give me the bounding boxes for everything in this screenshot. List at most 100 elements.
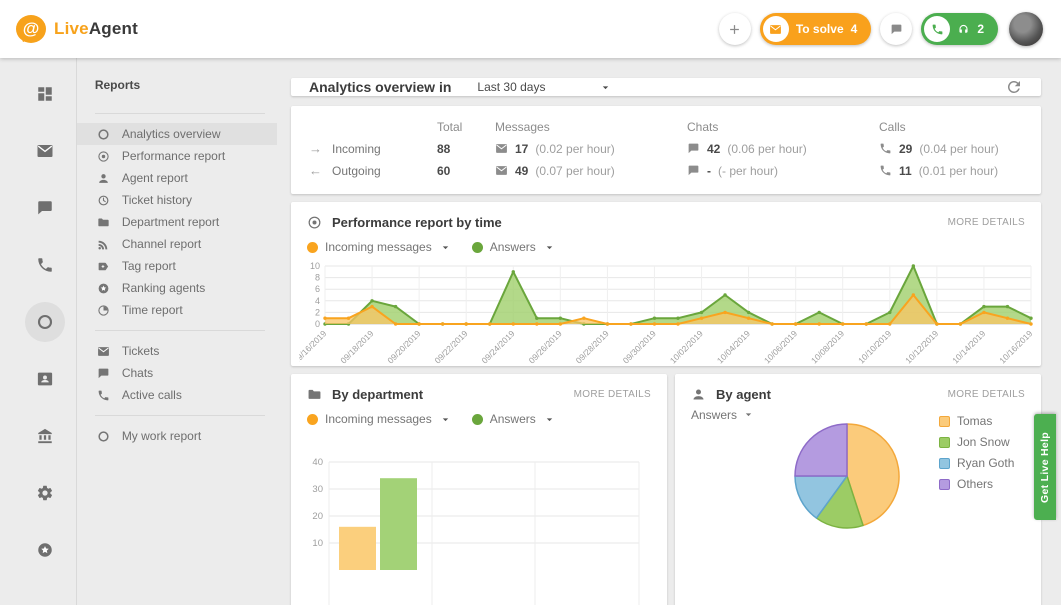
legend-dot bbox=[307, 413, 318, 425]
menu-item-analytics-overview[interactable]: Analytics overview bbox=[76, 123, 277, 145]
sidebar-item-chats[interactable] bbox=[25, 188, 65, 228]
sidebar-item-dashboard[interactable] bbox=[25, 74, 65, 114]
reports-menu: Reports Analytics overview Performance re… bbox=[76, 58, 277, 605]
menu-item-agent-report[interactable]: Agent report bbox=[77, 167, 277, 189]
legend-incoming-messages[interactable]: Incoming messages bbox=[307, 240, 452, 254]
menu-item-ticket-history[interactable]: Ticket history bbox=[77, 189, 277, 211]
stat-rate: (0.01 per hour) bbox=[918, 163, 999, 178]
refresh-icon bbox=[1005, 78, 1023, 96]
column-header: Total bbox=[437, 120, 463, 134]
sidebar-item-settings[interactable] bbox=[25, 473, 65, 513]
legend-dot bbox=[471, 413, 483, 425]
phone-icon bbox=[924, 16, 951, 42]
stat-direction: Outgoing bbox=[332, 163, 381, 178]
svg-text:10: 10 bbox=[310, 261, 320, 271]
department-bar-chart: 40 30 20 10 bbox=[291, 454, 667, 605]
calls-button[interactable]: 2 bbox=[921, 13, 998, 45]
stat-row-label: → Incoming bbox=[309, 141, 437, 156]
ring-icon bbox=[97, 128, 110, 141]
menu-item-label: Chats bbox=[121, 366, 154, 380]
pie-slice-ryan-goth[interactable] bbox=[794, 475, 848, 519]
pie-slice-tomas[interactable] bbox=[846, 423, 900, 527]
stat-rate: (0.02 per hour) bbox=[535, 141, 615, 156]
page-title: Analytics overview in bbox=[309, 79, 452, 95]
svg-text:10/10/2019: 10/10/2019 bbox=[856, 328, 893, 364]
target-icon bbox=[97, 150, 110, 163]
chat-icon bbox=[687, 164, 700, 177]
agent-icon bbox=[691, 387, 706, 402]
refresh-button[interactable] bbox=[1005, 78, 1023, 96]
get-live-help-button[interactable]: Get Live Help bbox=[1034, 414, 1056, 520]
menu-item-tickets[interactable]: Tickets bbox=[77, 340, 277, 362]
svg-text:10/12/2019: 10/12/2019 bbox=[903, 328, 940, 364]
legend-swatch bbox=[939, 457, 950, 469]
arrow-icon: → bbox=[309, 141, 322, 156]
svg-text:09/30/2019: 09/30/2019 bbox=[621, 328, 658, 364]
menu-item-chats[interactable]: Chats bbox=[77, 362, 277, 384]
stat-direction: Incoming bbox=[332, 141, 381, 156]
menu-item-my-work-report[interactable]: My work report bbox=[77, 425, 277, 447]
stat-value: - bbox=[707, 163, 711, 178]
stat-rate: (- per hour) bbox=[718, 163, 779, 178]
more-details-link[interactable]: MORE DETAILS bbox=[573, 389, 651, 400]
add-button[interactable] bbox=[718, 13, 751, 45]
headset-icon bbox=[957, 23, 970, 36]
history-icon bbox=[97, 194, 110, 207]
overview-header-card: Analytics overview in Last 30 days bbox=[291, 78, 1041, 96]
envelope-icon bbox=[495, 142, 508, 155]
more-details-link[interactable]: MORE DETAILS bbox=[947, 217, 1025, 228]
brand-logo[interactable]: @ LiveAgent bbox=[16, 15, 138, 43]
by-agent-card: By agent MORE DETAILS Answers Tomas Jon S… bbox=[675, 374, 1041, 605]
agent-metric-select[interactable]: Answers bbox=[691, 408, 755, 536]
stat-value: 17 bbox=[515, 141, 529, 156]
menu-item-ranking-agents[interactable]: Ranking agents bbox=[77, 277, 277, 299]
chats-button[interactable] bbox=[880, 13, 913, 45]
caret-icon bbox=[439, 241, 452, 254]
sidebar-item-tickets[interactable] bbox=[25, 131, 65, 171]
to-solve-button[interactable]: To solve 4 bbox=[759, 13, 872, 45]
stat-cell: 29 (0.04 per hour) bbox=[879, 142, 1023, 156]
by-department-card: By department MORE DETAILS Incoming mess… bbox=[291, 374, 667, 605]
pie-slice-jon-snow[interactable] bbox=[815, 475, 864, 529]
performance-card: Performance report by time MORE DETAILS … bbox=[291, 202, 1041, 366]
legend-answers[interactable]: Answers bbox=[471, 412, 556, 426]
column-header: Chats bbox=[687, 120, 719, 134]
svg-text:4: 4 bbox=[315, 296, 320, 306]
phone-icon bbox=[36, 256, 54, 274]
menu-item-label: Active calls bbox=[121, 388, 182, 402]
dashboard-icon bbox=[36, 85, 54, 103]
ring-icon bbox=[97, 430, 110, 443]
sidebar-item-reports[interactable] bbox=[24, 302, 65, 342]
sidebar-item-contacts[interactable] bbox=[25, 359, 65, 399]
menu-item-tag-report[interactable]: Tag report bbox=[77, 255, 277, 277]
legend-incoming-messages[interactable]: Incoming messages bbox=[307, 412, 452, 426]
menu-item-active-calls[interactable]: Active calls bbox=[77, 384, 277, 406]
chevron-down-icon bbox=[742, 408, 755, 421]
sidebar-item-calls[interactable] bbox=[25, 245, 65, 285]
stat-cell: - (- per hour) bbox=[687, 164, 879, 178]
panel-title: By agent bbox=[716, 387, 771, 402]
menu-item-department-report[interactable]: Department report bbox=[77, 211, 277, 233]
menu-item-label: Channel report bbox=[121, 237, 202, 251]
legend-answers[interactable]: Answers bbox=[471, 240, 556, 254]
pie-slice-others[interactable] bbox=[794, 423, 848, 477]
app-body: Reports Analytics overview Performance re… bbox=[0, 58, 1061, 605]
svg-text:09/18/2019: 09/18/2019 bbox=[338, 328, 375, 364]
folder-icon bbox=[97, 216, 110, 229]
svg-text:2: 2 bbox=[315, 307, 320, 317]
svg-text:6: 6 bbox=[315, 284, 320, 294]
gear-icon bbox=[36, 484, 54, 502]
legend-label: Incoming messages bbox=[325, 240, 432, 254]
performance-area-chart: 0 2 4 6 8 10 09/16/2019 09/18/2019 09/20/2019 09/… bbox=[291, 260, 1041, 364]
avatar[interactable] bbox=[1009, 12, 1043, 46]
menu-item-time-report[interactable]: Time report bbox=[77, 299, 277, 321]
main-content: Analytics overview in Last 30 days Total… bbox=[277, 58, 1061, 605]
more-details-link[interactable]: MORE DETAILS bbox=[947, 389, 1025, 400]
date-range-select[interactable]: Last 30 days bbox=[477, 80, 612, 94]
star-circle-icon bbox=[97, 282, 110, 295]
sidebar-item-company[interactable] bbox=[25, 416, 65, 456]
menu-item-performance-report[interactable]: Performance report bbox=[77, 145, 277, 167]
menu-item-channel-report[interactable]: Channel report bbox=[77, 233, 277, 255]
contact-card-icon bbox=[36, 370, 54, 388]
sidebar-item-addons[interactable] bbox=[25, 530, 65, 570]
